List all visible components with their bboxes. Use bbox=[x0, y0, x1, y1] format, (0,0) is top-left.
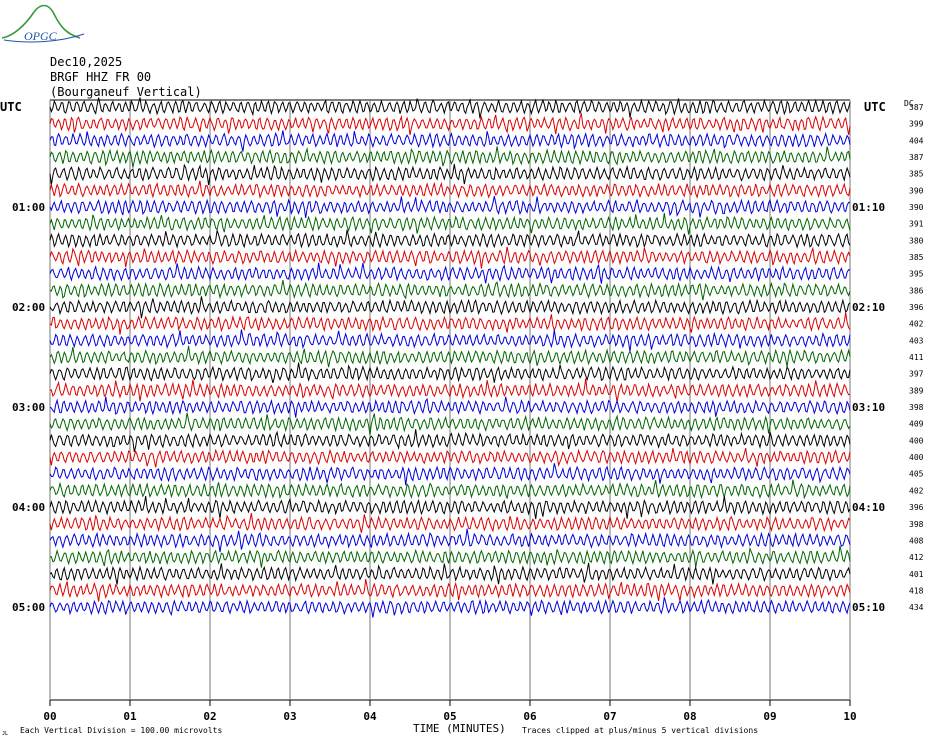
seismic-trace bbox=[49, 463, 851, 486]
right-hour-label: 04:10 bbox=[852, 501, 885, 514]
x-tick-label: 09 bbox=[763, 710, 776, 723]
dc-offset-label: 400 bbox=[909, 453, 924, 462]
seismic-trace bbox=[49, 112, 851, 136]
dc-offset-label: 396 bbox=[909, 303, 924, 312]
x-axis-title: TIME (MINUTES) bbox=[413, 722, 506, 735]
dc-offset-label: 418 bbox=[909, 586, 924, 595]
seismic-trace bbox=[49, 329, 851, 352]
seismic-trace bbox=[49, 545, 851, 568]
corner-mark: JL bbox=[2, 731, 8, 737]
x-tick-label: 02 bbox=[203, 710, 216, 723]
dc-offset-label: 411 bbox=[909, 353, 924, 362]
dc-offset-label: 408 bbox=[909, 536, 924, 545]
dc-offset-label: 398 bbox=[909, 520, 924, 529]
header-station: BRGF HHZ FR 00 bbox=[50, 70, 151, 84]
dc-offset-label: 397 bbox=[909, 370, 924, 379]
dc-offset-label: 402 bbox=[909, 320, 924, 329]
left-hour-label: 01:00 bbox=[12, 201, 45, 214]
seismic-trace bbox=[49, 246, 851, 269]
dc-offset-label: 403 bbox=[909, 336, 924, 345]
seismic-trace bbox=[49, 597, 851, 618]
seismic-trace bbox=[49, 362, 851, 384]
right-axis-title: UTC bbox=[864, 100, 886, 114]
seismic-trace bbox=[49, 378, 851, 402]
dc-offset-label: 405 bbox=[909, 470, 924, 479]
seismic-trace bbox=[49, 280, 851, 301]
seismic-trace bbox=[49, 312, 851, 335]
dc-offset-label: 390 bbox=[909, 203, 924, 212]
seismic-trace bbox=[49, 447, 851, 468]
left-hour-label: 03:00 bbox=[12, 401, 45, 414]
dc-offset-label: 395 bbox=[909, 270, 924, 279]
header-location: (Bourganeuf Vertical) bbox=[50, 85, 202, 99]
dc-offset-label: 387 bbox=[909, 103, 924, 112]
right-hour-label: 02:10 bbox=[852, 301, 885, 314]
seismic-trace bbox=[49, 345, 851, 368]
dc-offset-label: 380 bbox=[909, 236, 924, 245]
dc-offset-label: 387 bbox=[909, 153, 924, 162]
seismic-trace bbox=[49, 262, 851, 284]
seismic-trace bbox=[49, 528, 851, 553]
clip-note: Traces clipped at plus/minus 5 vertical … bbox=[522, 726, 758, 735]
x-tick-label: 07 bbox=[603, 710, 616, 723]
logo-mountain-icon bbox=[1, 4, 81, 39]
right-hour-label: 01:10 bbox=[852, 201, 885, 214]
dc-offset-label: 401 bbox=[909, 570, 924, 579]
opgc-logo: OPGC bbox=[1, 4, 85, 43]
x-tick-label: 01 bbox=[123, 710, 137, 723]
seismic-trace bbox=[49, 513, 851, 533]
seismic-trace bbox=[49, 296, 851, 319]
dc-header: DC bbox=[904, 99, 914, 108]
seismic-trace bbox=[49, 163, 851, 186]
dc-offset-label: 398 bbox=[909, 403, 924, 412]
seismic-trace bbox=[49, 212, 851, 235]
seismic-trace bbox=[49, 97, 851, 119]
seismic-trace bbox=[49, 396, 851, 418]
x-tick-label: 05 bbox=[443, 710, 456, 723]
x-tick-label: 00 bbox=[43, 710, 56, 723]
seismic-trace bbox=[49, 228, 851, 249]
seismic-trace bbox=[49, 195, 851, 218]
right-hour-label: 05:10 bbox=[852, 601, 885, 614]
x-tick-label: 06 bbox=[523, 710, 537, 723]
dc-offset-label: 390 bbox=[909, 186, 924, 195]
dc-offset-label: 402 bbox=[909, 486, 924, 495]
dc-offset-label: 385 bbox=[909, 253, 924, 262]
dc-offset-label: 391 bbox=[909, 220, 924, 229]
seismic-trace bbox=[49, 146, 851, 168]
left-axis-title: UTC bbox=[0, 100, 22, 114]
x-tick-label: 04 bbox=[363, 710, 377, 723]
seismic-trace bbox=[49, 429, 851, 453]
left-hour-label: 02:00 bbox=[12, 301, 45, 314]
dc-offset-label: 404 bbox=[909, 136, 924, 145]
dc-offset-label: 389 bbox=[909, 386, 924, 395]
seismic-trace bbox=[49, 562, 851, 585]
dc-offset-label: 434 bbox=[909, 603, 924, 612]
seismic-trace bbox=[49, 495, 851, 520]
seismic-trace bbox=[49, 579, 851, 602]
seismic-trace bbox=[49, 130, 851, 152]
seismic-trace bbox=[49, 412, 851, 436]
logo-swoosh-icon bbox=[3, 33, 85, 43]
dc-offset-label: 409 bbox=[909, 420, 924, 429]
right-hour-label: 03:10 bbox=[852, 401, 885, 414]
x-tick-label: 03 bbox=[283, 710, 296, 723]
dc-offset-label: 385 bbox=[909, 170, 924, 179]
dc-offset-label: 386 bbox=[909, 286, 924, 295]
dc-offset-label: 400 bbox=[909, 436, 924, 445]
left-hour-label: 04:00 bbox=[12, 501, 45, 514]
seismic-trace bbox=[49, 180, 851, 200]
vertical-division-note: Each Vertical Division = 100.00 microvol… bbox=[20, 726, 222, 735]
left-hour-label: 05:00 bbox=[12, 601, 45, 614]
x-tick-label: 08 bbox=[683, 710, 696, 723]
dc-offset-label: 396 bbox=[909, 503, 924, 512]
header-date: Dec10,2025 bbox=[50, 55, 122, 69]
dc-offset-label: 412 bbox=[909, 553, 924, 562]
logo-text: OPGC bbox=[24, 29, 58, 43]
seismic-trace bbox=[49, 479, 851, 500]
dc-offset-label: 399 bbox=[909, 120, 924, 129]
x-tick-label: 10 bbox=[843, 710, 856, 723]
